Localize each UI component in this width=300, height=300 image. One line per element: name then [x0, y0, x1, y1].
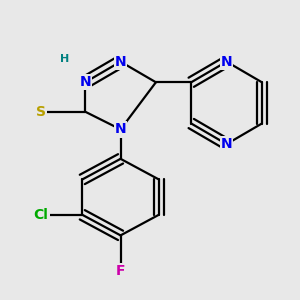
Text: S: S: [36, 105, 46, 119]
Text: N: N: [115, 55, 126, 69]
Text: N: N: [115, 122, 126, 136]
Text: N: N: [221, 55, 232, 69]
Text: Cl: Cl: [34, 208, 49, 222]
Text: F: F: [116, 264, 125, 278]
Text: N: N: [80, 75, 91, 89]
Text: N: N: [221, 137, 232, 151]
Text: H: H: [60, 54, 69, 64]
